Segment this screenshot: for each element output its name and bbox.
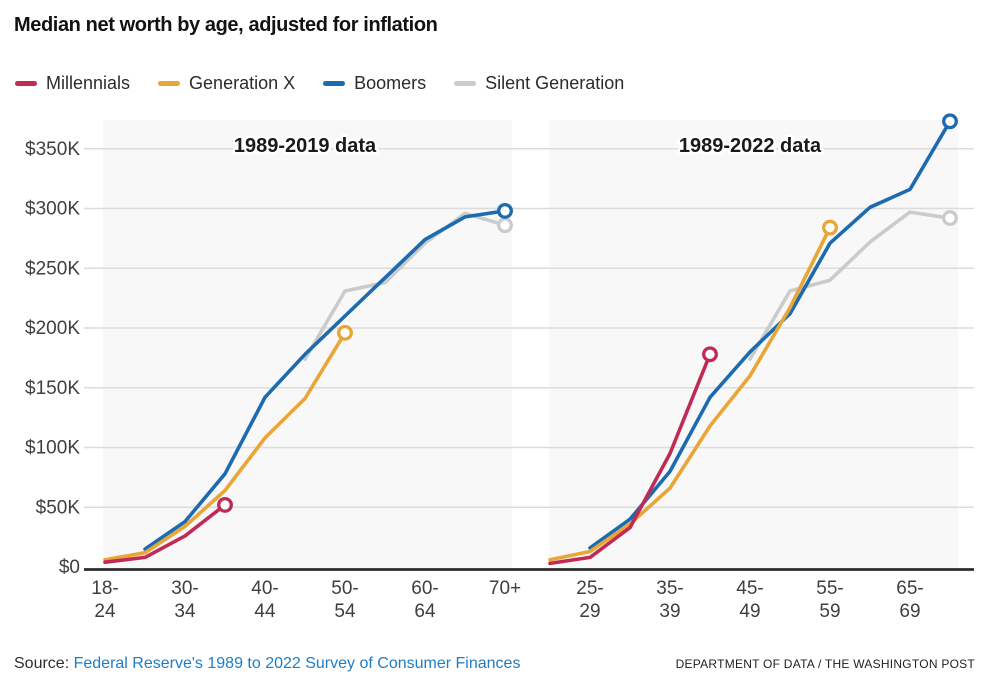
y-tick-label: $200K xyxy=(25,318,80,339)
series-endpoint-silent-generation-1989-2022-data xyxy=(942,210,958,227)
series-endpoint-boomers-1989-2019-data xyxy=(497,202,513,219)
source-prefix: Source: xyxy=(14,655,74,672)
y-tick-label: $0 xyxy=(59,557,80,578)
series-line-millennials-1989-2019-data xyxy=(103,503,227,565)
y-tick-label: $350K xyxy=(25,139,80,160)
legend: Millennials Generation X Boomers Silent Gen… xyxy=(15,74,624,92)
series-line-millennials-1989-2022-data xyxy=(548,352,712,566)
x-tick-label: 29 xyxy=(579,601,600,622)
panel-bg-1989-2022-data xyxy=(549,120,958,568)
x-tick-label: 25- xyxy=(576,578,603,599)
x-tick-label: 54 xyxy=(334,601,356,622)
x-tick-label: 45- xyxy=(736,578,763,599)
page-title: Median net worth by age, adjusted for in… xyxy=(14,14,438,36)
y-tick-label: $250K xyxy=(25,258,80,279)
x-tick-label: 70+ xyxy=(489,578,521,599)
x-tick-label: 24 xyxy=(94,601,116,622)
attribution: DEPARTMENT OF DATA / THE WASHINGTON POST xyxy=(675,657,975,671)
panel-bg-1989-2019-data xyxy=(103,120,512,568)
x-tick-label: 40- xyxy=(251,578,278,599)
legend-label: Millennials xyxy=(46,73,131,93)
legend-item-silent-generation: Silent Generation xyxy=(454,74,624,92)
series-endpoint-generation-x-1989-2022-data xyxy=(822,219,838,236)
generation-x-swatch-icon xyxy=(158,80,181,86)
y-tick-label: $100K xyxy=(25,438,80,459)
silent-generation-swatch-icon xyxy=(454,80,477,86)
x-tick-label: 49 xyxy=(739,601,760,622)
x-tick-label: 34 xyxy=(174,601,196,622)
legend-label: Silent Generation xyxy=(485,73,625,93)
legend-label: Boomers xyxy=(354,73,427,93)
series-line-boomers-1989-2019-data xyxy=(143,209,507,551)
x-tick-label: 30- xyxy=(171,578,198,599)
source-link[interactable]: Federal Reserve's 1989 to 2022 Survey of… xyxy=(73,655,521,672)
y-tick-label: $50K xyxy=(36,497,81,518)
series-endpoint-generation-x-1989-2019-data xyxy=(337,324,353,341)
x-tick-label: 60- xyxy=(411,578,438,599)
millennials-swatch-icon xyxy=(15,80,37,86)
x-tick-label: 44 xyxy=(254,601,276,622)
legend-item-millennials: Millennials xyxy=(15,74,130,92)
x-tick-label: 50- xyxy=(331,578,358,599)
x-tick-label: 55- xyxy=(816,578,843,599)
y-tick-label: $300K xyxy=(25,199,80,220)
x-tick-label: 69 xyxy=(899,601,920,622)
boomers-swatch-icon xyxy=(323,80,346,86)
legend-item-boomers: Boomers xyxy=(323,74,426,92)
chart-canvas: $0$50K$100K$150K$200K$250K$300K$350K18-2… xyxy=(25,113,974,622)
x-tick-label: 59 xyxy=(819,601,840,622)
panel-title-1989-2022-data: 1989-2022 data xyxy=(679,135,822,157)
series-line-generation-x-1989-2019-data xyxy=(103,330,347,562)
x-tick-label: 65- xyxy=(896,578,923,599)
panel-title-1989-2019-data: 1989-2019 data xyxy=(234,135,377,157)
series-endpoint-millennials-1989-2019-data xyxy=(217,496,233,513)
x-tick-label: 18- xyxy=(91,578,118,599)
series-line-boomers-1989-2022-data xyxy=(588,119,952,550)
series-endpoint-millennials-1989-2022-data xyxy=(702,346,718,363)
x-tick-label: 35- xyxy=(656,578,683,599)
source-line: Source: Federal Reserve's 1989 to 2022 S… xyxy=(14,655,520,673)
series-line-generation-x-1989-2022-data xyxy=(548,225,832,562)
series-endpoint-silent-generation-1989-2019-data xyxy=(497,217,513,234)
series-line-silent-generation-1989-2022-data xyxy=(748,210,952,361)
legend-label: Generation X xyxy=(189,73,296,93)
x-tick-label: 39 xyxy=(659,601,680,622)
series-endpoint-boomers-1989-2022-data xyxy=(942,113,958,130)
footer: Source: Federal Reserve's 1989 to 2022 S… xyxy=(14,655,975,673)
x-tick-label: 64 xyxy=(414,601,436,622)
legend-item-generation-x: Generation X xyxy=(158,74,295,92)
y-tick-label: $150K xyxy=(25,378,80,399)
